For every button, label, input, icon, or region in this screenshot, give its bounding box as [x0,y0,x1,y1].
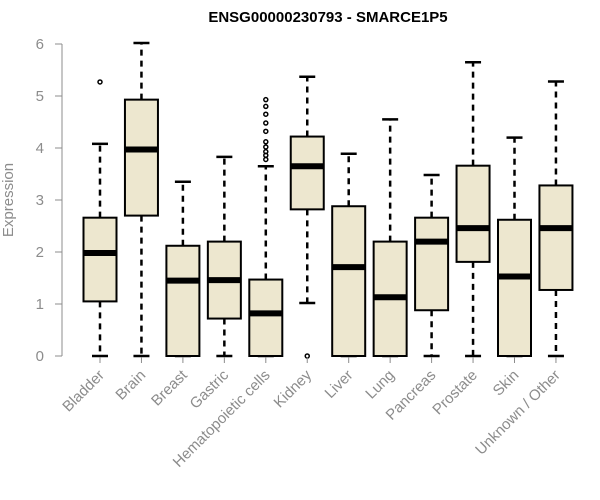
x-tick-label: Prostate [429,367,481,419]
box-group [123,41,159,358]
y-tick-label: 1 [36,296,44,313]
iqr-box [289,135,325,211]
y-tick-label: 6 [36,36,44,53]
outlier-point [263,144,269,150]
iqr-box [538,184,574,291]
x-tick-label: Bladder [59,367,108,416]
box-group [538,80,574,358]
outlier-point [263,103,269,110]
box-group [331,152,367,358]
y-tick-label: 5 [36,88,44,105]
outlier-point [263,156,269,163]
iqr-box [165,244,201,357]
x-tick-label: Brain [112,367,149,404]
outlier-point [263,148,269,155]
iqr-box [497,218,532,357]
iqr-box [123,98,159,217]
iqr-box [414,216,450,312]
y-axis-label: Expression [0,163,17,237]
x-tick-label: Kidney [271,366,316,411]
chart-title: ENSG00000230793 - SMARCE1P5 [208,9,447,26]
x-tick-label: Skin [490,367,523,400]
y-axis: 0 1 2 3 4 5 6 [36,36,63,365]
outlier-point [263,120,269,126]
iqr-box [248,278,284,357]
boxes-group [82,41,574,359]
box-group [455,60,491,358]
box-group [206,155,242,358]
box-group [82,79,118,358]
box-group [289,75,325,359]
box-group [497,136,532,358]
x-tick-label: Breast [148,366,191,409]
box-group [414,173,450,358]
y-tick-label: 4 [36,140,44,157]
y-tick-label: 2 [36,244,44,261]
box-group [165,180,201,358]
y-tick-label: 0 [36,348,44,365]
y-tick-label: 3 [36,192,44,209]
x-tick-label: Liver [322,367,357,402]
outlier-point [263,139,269,145]
iqr-box [331,205,367,357]
outlier-point [97,79,103,85]
box-group [372,118,408,358]
outlier-point [263,111,269,117]
outlier-point [263,96,269,103]
outlier-point [263,128,269,135]
iqr-box [455,164,491,263]
box-group [248,96,284,358]
x-tick-label: Lung [362,367,398,403]
iqr-box [82,216,118,303]
